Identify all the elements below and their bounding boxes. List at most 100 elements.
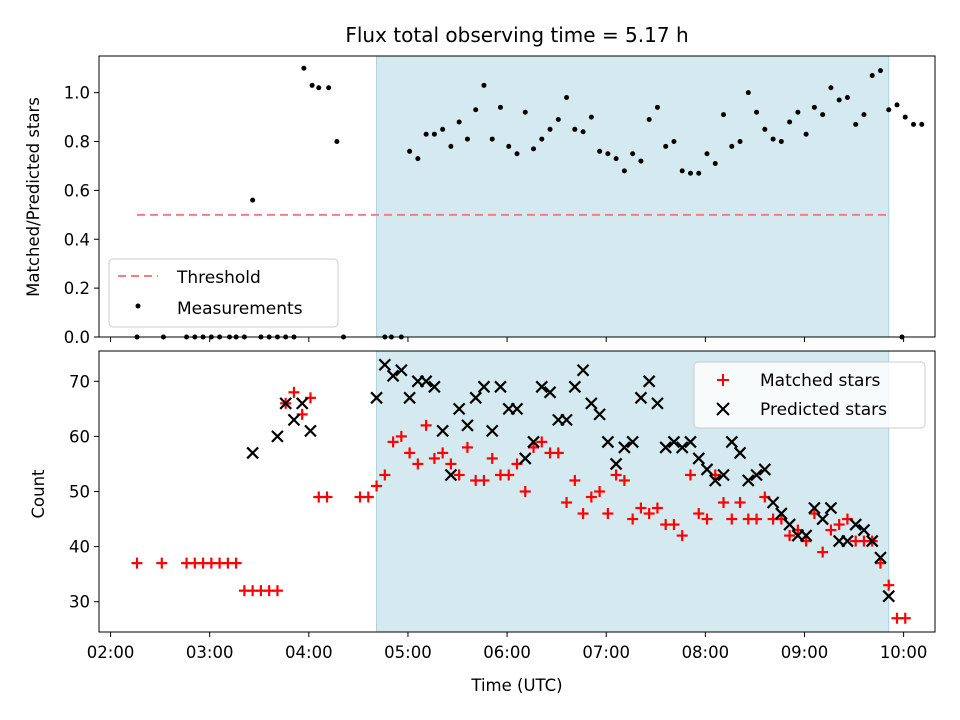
matched-star-point (486, 452, 498, 464)
measurement-point (555, 117, 561, 123)
predicted-star-point (857, 523, 871, 537)
matched-star-point (271, 585, 283, 597)
threshold-legend-label: Threshold (176, 268, 261, 288)
matched-star-point (503, 469, 515, 481)
bottom-y-tick-label: 30 (69, 593, 90, 612)
predicted-star-point (799, 529, 813, 542)
measurement-point (704, 151, 710, 157)
predicted-star-point (667, 435, 681, 449)
predicted-star-point (510, 402, 524, 416)
matched-star-point (569, 474, 581, 486)
predicted-star-point (750, 468, 763, 482)
predicted-star-point (742, 474, 755, 487)
matched-star-point (627, 513, 639, 525)
measurement-point (729, 143, 735, 149)
matched-star-point (230, 557, 242, 569)
predicted-star-point (560, 413, 573, 427)
matched-star-point (552, 447, 564, 459)
predicted-star-point (576, 364, 590, 377)
matched-star-point (693, 508, 705, 520)
measurement-point (448, 143, 454, 149)
predicted-star-point (824, 501, 838, 515)
predicted-star-point (287, 413, 301, 427)
matched-star-point (718, 497, 730, 509)
measurement-point (886, 107, 892, 113)
predicted-star-point (808, 501, 821, 515)
predicted-star-point (816, 512, 829, 526)
matched-star-point (643, 508, 655, 520)
bottom-y-tick-label: 40 (69, 538, 90, 557)
predicted-star-point (758, 463, 772, 476)
predicted-star-point (865, 534, 879, 548)
top-panel: 0.0 0.2 0.4 0.6 0.8 1.0 Flux total observing … (24, 23, 936, 347)
predicted-star-point (370, 391, 383, 405)
measurement-point (828, 85, 834, 91)
top-y-tick-label: 0.6 (64, 181, 90, 200)
predicted-star-point (717, 468, 730, 482)
measurement-point (654, 104, 660, 110)
measurement-point (853, 121, 859, 127)
predicted-star-point (295, 397, 309, 410)
predicted-star-point (609, 457, 623, 471)
matched-star-point (321, 491, 333, 503)
measurement-point (539, 136, 545, 142)
measurement-point (564, 95, 570, 101)
measurement-point (514, 151, 520, 157)
predicted-star-point (585, 397, 598, 410)
measurement-point (679, 168, 685, 174)
measurement-point (754, 109, 760, 115)
matched-star-point (156, 557, 168, 569)
measurement-point (663, 143, 669, 149)
measurement-point (911, 121, 917, 127)
predicted-star-point (642, 375, 656, 388)
predicted-star-point (477, 380, 491, 394)
bottom-y-ticks: 30 40 50 60 70 (69, 372, 99, 612)
top-y-tick-label: 0.4 (64, 230, 90, 249)
measurement-point (415, 156, 421, 162)
measurement-point (423, 131, 429, 137)
measurement-point (588, 114, 594, 120)
predicted-star-point (485, 424, 499, 438)
measurement-point (621, 168, 627, 174)
measurement-point (250, 197, 256, 203)
bottom-x-tick-label: 02:00 (87, 643, 135, 662)
matched-star-point (288, 386, 300, 398)
bottom-x-tick-label: 04:00 (285, 643, 333, 662)
matched-star-point (784, 530, 796, 542)
measurement-point (721, 112, 727, 118)
measurement-point (811, 104, 817, 110)
predicted-star-point (783, 518, 796, 531)
top-shaded-region (376, 55, 890, 338)
matched-star-point (817, 546, 829, 558)
matched-star-point (437, 447, 449, 459)
matched-star-point (528, 441, 540, 453)
bottom-x-tick-label: 08:00 (682, 643, 730, 662)
bottom-x-tick-label: 03:00 (186, 643, 234, 662)
bottom-x-tick-label: 05:00 (384, 643, 432, 662)
measurement-point (531, 146, 537, 152)
top-y-tick-label: 0.0 (64, 328, 90, 347)
measurement-point (473, 107, 479, 113)
predicted-star-point (518, 452, 532, 465)
measurement-point (605, 151, 611, 157)
measurement-point (795, 109, 801, 115)
matched-star-point (585, 491, 597, 503)
bottom-x-ticks: 02:00 03:00 04:00 05:00 06:00 07:00 08:00 09:00… (87, 632, 927, 662)
measurement-point (778, 139, 784, 145)
matched-star-point (461, 441, 473, 453)
matched-star-point (684, 469, 696, 481)
measurement-point (431, 131, 437, 137)
matched-star-point (602, 508, 614, 520)
measurement-point (316, 85, 322, 91)
bottom-y-tick-label: 50 (69, 483, 90, 502)
measurement-point (844, 95, 850, 101)
predicted-star-point (568, 380, 582, 394)
matched-star-point (635, 502, 647, 514)
matched-star-point (519, 486, 531, 497)
matched-star-point (651, 502, 663, 514)
matched-star-point (404, 447, 416, 459)
matched-star-point (371, 480, 383, 492)
bottom-x-tick-label: 07:00 (582, 643, 630, 662)
predicted-star-point (849, 518, 862, 531)
matched-star-point (577, 508, 589, 520)
